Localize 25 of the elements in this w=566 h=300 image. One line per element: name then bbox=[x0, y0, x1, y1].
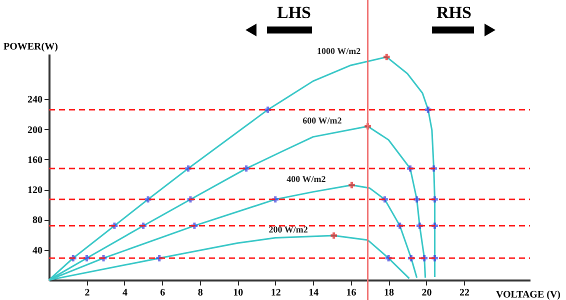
x-tick-label: 12 bbox=[270, 288, 281, 298]
x-tick-label: 14 bbox=[308, 288, 319, 298]
x-tick-label: 20 bbox=[422, 288, 432, 298]
series-label: 200 W/m2 bbox=[268, 224, 308, 235]
x-tick-label: 2 bbox=[84, 288, 90, 298]
x-tick-label: 4 bbox=[122, 288, 128, 298]
series-label: 1000 W/m2 bbox=[317, 46, 362, 56]
x-tick-label: 6 bbox=[160, 288, 166, 298]
y-tick-label: 160 bbox=[28, 154, 42, 166]
series-label: 600 W/m2 bbox=[302, 115, 342, 126]
y-axis-title: POWER(W) bbox=[4, 42, 58, 52]
x-tick-label: 8 bbox=[198, 288, 203, 298]
x-tick-label: 18 bbox=[384, 288, 394, 298]
y-tick-label: 200 bbox=[28, 124, 42, 136]
x-tick-label: 22 bbox=[459, 288, 470, 298]
x-tick-label: 10 bbox=[233, 288, 244, 298]
y-tick-label: 40 bbox=[32, 245, 42, 256]
text: LHS bbox=[276, 3, 312, 22]
text: RHS bbox=[436, 3, 472, 22]
y-tick-label: 80 bbox=[32, 215, 42, 226]
x-tick-label: 16 bbox=[346, 288, 356, 298]
y-tick-label: 120 bbox=[28, 185, 42, 196]
series-label: 400 W/m2 bbox=[286, 174, 326, 184]
x-axis-title: VOLTAGE (V) bbox=[496, 290, 560, 300]
y-tick-label: 240 bbox=[28, 94, 42, 106]
